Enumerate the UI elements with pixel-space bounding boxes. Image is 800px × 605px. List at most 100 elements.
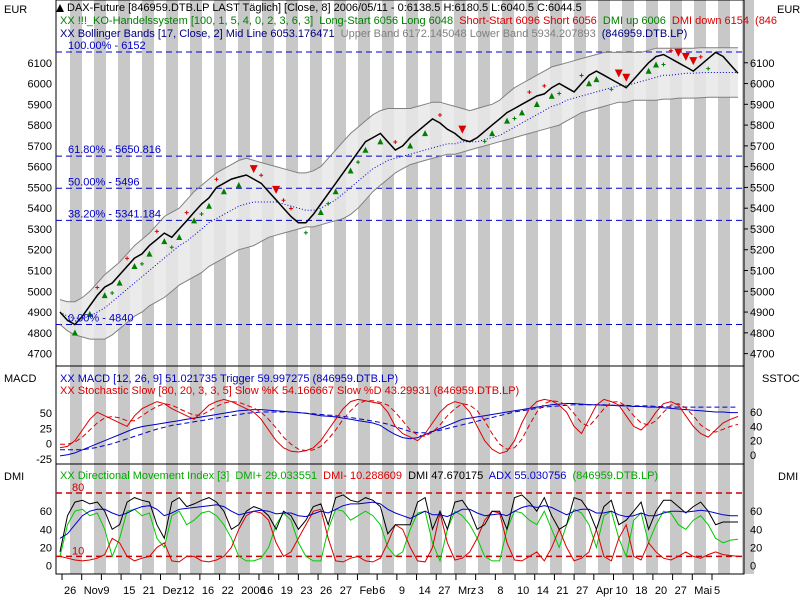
price-tick-left: 5300 [28,224,52,236]
symbol-truncated: (846 [755,15,777,27]
dmi-tick-left: 20 [40,542,52,554]
dmi-line [59,494,738,553]
dmi-tick-right: 20 [750,542,762,554]
fib-label-100: 100.00% - 6152 [68,40,146,52]
time-stripe [190,0,202,574]
dmi-header: XX Directional Movement Index [3] DMI+ 2… [60,470,658,482]
price-tick-left: 4800 [28,328,52,340]
macd-header: XX MACD [12, 26, 9] 51.021735 Trigger 59… [60,373,398,385]
signal-cross-marker [393,140,398,145]
price-tick-right: 6100 [750,58,774,70]
short-signal-marker [272,185,281,194]
time-stripe [430,0,442,574]
dmi-value: DMI 47.670175 [408,470,483,482]
x-axis-label: 10 [517,585,529,597]
bollinger-upper-band-line [59,47,738,303]
ko-system-label: XX !!!_KO-Handelssystem [100, 1, 5, 4, 0… [60,15,313,27]
time-stripe [550,0,562,574]
time-stripe [262,0,274,574]
x-axis-label: 16 [261,585,273,597]
long-values: Long-Start 6056 Long 6048 [319,15,453,27]
x-axis-label: Mrz [458,585,476,597]
short-signal-marker [674,48,683,57]
x-axis-label: 21 [143,585,155,597]
signal-cross-marker [95,285,100,290]
bollinger-lower-band-line [59,96,738,340]
short-signal-marker [249,165,258,174]
price-tick-right: 4900 [750,307,774,319]
time-stripe [382,0,394,574]
signal-cross-marker [214,177,219,182]
signal-cross-marker [139,261,144,266]
bollinger-label: XX Bollinger Bands [17, Close, 2] Mid Li… [60,28,335,40]
signal-cross-marker [281,198,286,203]
x-axis-label: Nov [84,585,104,597]
signal-cross-marker [259,173,264,178]
sstoc-label: SSTOC [762,373,800,385]
price-tick-right: 5300 [750,224,774,236]
long-signal-marker [220,188,227,195]
price-tick-right: 5700 [750,141,774,153]
price-tick-right: 4700 [750,349,774,361]
dmi-tick-right: 0 [750,560,756,572]
signal-cross-marker [668,48,673,53]
macd-panel [59,398,739,457]
stoch-k-line [59,398,739,455]
signal-cross-marker [698,54,703,59]
time-stripe [622,0,634,574]
long-signal-marker [593,76,600,83]
long-signal-marker [653,61,660,68]
price-tick-right: 5600 [750,162,774,174]
price-tick-left: 5600 [28,162,52,174]
signal-cross-marker [199,212,204,217]
x-axis-label: 27 [438,585,450,597]
long-signal-marker [347,167,354,174]
dmi-label-left: DMI [4,471,24,483]
long-signal-marker [86,310,93,317]
dmi-tick-left: 60 [40,506,52,518]
stoch-d-line [60,400,739,452]
bollinger-symbol: (846959.DTB.LP) [602,28,688,40]
dmi-header-name: XX Directional Movement Index [3] [60,470,229,482]
price-tick-left: 5500 [28,182,52,194]
fib-label-61-8: 61.80% - 5650.816 [68,144,161,156]
macd-tick: -25 [36,454,52,466]
dmi-plus-line [59,508,739,563]
x-axis-label: 8 [497,585,503,597]
x-axis-label: 26 [64,585,76,597]
x-axis-label: 14 [419,585,431,597]
price-tick-left: 6100 [28,58,52,70]
long-signal-marker [317,209,324,216]
price-tick-right: 5400 [750,203,774,215]
x-axis-label: 2006 [241,585,265,597]
short-signal-marker [458,125,467,134]
signal-cross-marker [437,113,442,118]
stoch-tick: 60 [750,407,762,419]
macd-tick: 25 [40,424,52,436]
dmi-level-80-label: 80 [72,482,84,494]
time-stripe [454,0,466,574]
time-stripe [526,0,538,574]
price-tick-left: 5100 [28,266,52,278]
signal-cross-marker [661,62,666,67]
dmi-minus-line [59,508,739,563]
price-tick-right: 5500 [750,182,774,194]
long-signal-marker [116,279,123,286]
signal-cross-marker [154,229,159,234]
price-tick-right: 5000 [750,286,774,298]
x-axis-label: 26 [320,585,332,597]
bollinger-band-area [60,47,738,340]
dmi-up-value: DMI up 6006 [603,15,666,27]
price-unit-right: EUR [777,4,800,16]
long-signal-marker [518,109,525,116]
x-axis-label: 22 [222,585,234,597]
long-signal-marker [548,92,555,99]
price-tick-left: 4900 [28,307,52,319]
x-axis-label: 19 [281,585,293,597]
dmi-level-10-label: 10 [72,545,84,557]
signal-cross-marker [527,90,532,95]
short-signal-marker [614,69,623,78]
signal-cross-marker [125,256,130,261]
x-axis-label: 27 [340,585,352,597]
